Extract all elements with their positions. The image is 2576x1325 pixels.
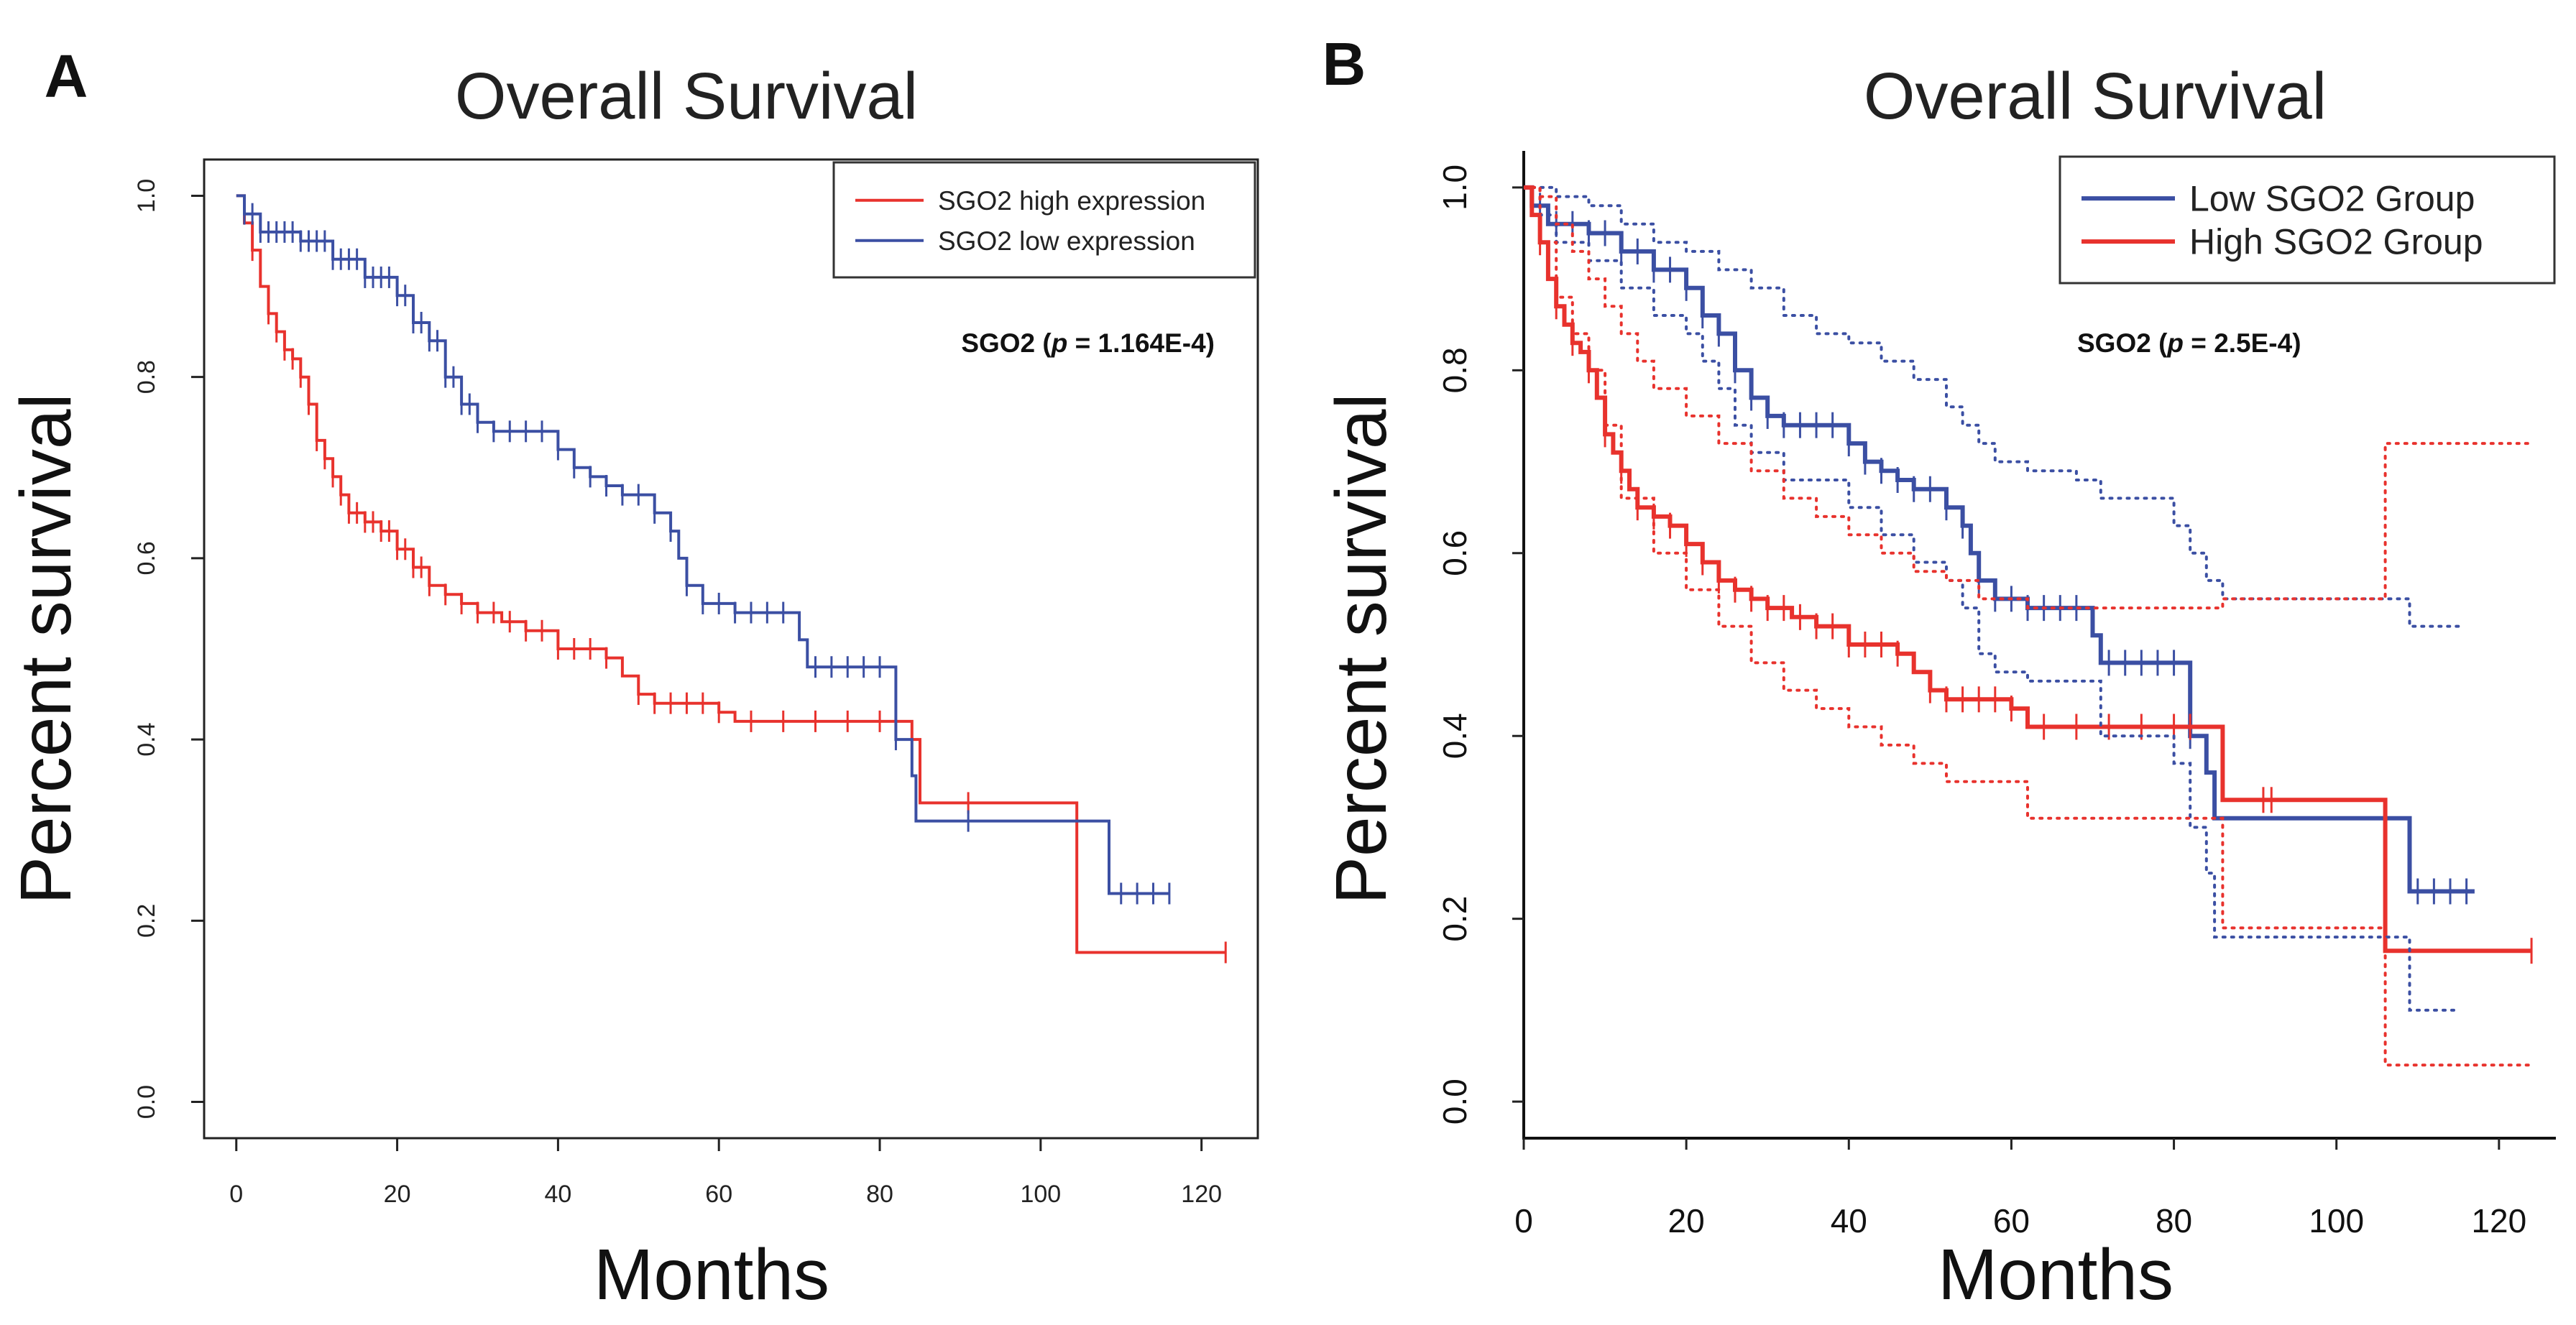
legend-label: Low SGO2 Group bbox=[2189, 179, 2475, 219]
x-tick-label: 60 bbox=[705, 1181, 732, 1208]
y-axis-label: Percent survival bbox=[6, 393, 86, 904]
chart-title: Overall Survival bbox=[455, 60, 918, 133]
legend-box bbox=[2058, 155, 2556, 285]
x-tick-label: 40 bbox=[544, 1181, 571, 1208]
p-value-annotation: SGO2 (p = 2.5E-4) bbox=[2077, 328, 2301, 358]
x-tick-label: 0 bbox=[1514, 1202, 1533, 1239]
series-line-high-sgo2-group bbox=[1524, 185, 2532, 954]
x-axis-label: Months bbox=[594, 1234, 829, 1315]
legend-box bbox=[832, 161, 1256, 279]
x-tick-label: 80 bbox=[2156, 1202, 2192, 1239]
y-tick-label: 0.4 bbox=[133, 722, 160, 756]
series-line-low-sgo2-group-ci-upper bbox=[1524, 185, 2460, 628]
y-tick-label: 0.0 bbox=[133, 1085, 160, 1119]
x-tick-label: 100 bbox=[2309, 1202, 2364, 1239]
y-tick-label: 0.6 bbox=[133, 541, 160, 575]
y-tick-label: 0.8 bbox=[1436, 347, 1473, 393]
y-axis-label: Percent survival bbox=[1321, 393, 1402, 904]
series-line-sgo2-low-expression bbox=[236, 194, 1169, 895]
x-tick-label: 100 bbox=[1020, 1181, 1061, 1208]
plot-frame bbox=[203, 158, 1259, 1140]
y-tick-label: 0.2 bbox=[1436, 896, 1473, 942]
axis-lines bbox=[1522, 151, 2556, 1140]
legend-label: High SGO2 Group bbox=[2189, 222, 2483, 262]
legend-label: SGO2 low expression bbox=[938, 226, 1195, 256]
panel-label: B bbox=[1322, 30, 1366, 98]
legend-label: SGO2 high expression bbox=[938, 186, 1205, 216]
x-tick-label: 0 bbox=[229, 1181, 243, 1208]
x-tick-label: 20 bbox=[1668, 1202, 1705, 1239]
x-tick-label: 20 bbox=[384, 1181, 411, 1208]
y-tick-label: 0.8 bbox=[133, 360, 160, 394]
y-tick-label: 1.0 bbox=[1436, 165, 1473, 211]
panel-label: A bbox=[45, 42, 88, 110]
y-tick-label: 0.2 bbox=[133, 904, 160, 938]
chart-title: Overall Survival bbox=[1864, 60, 2327, 133]
x-tick-label: 60 bbox=[1993, 1202, 2030, 1239]
y-tick-label: 0.4 bbox=[1436, 713, 1473, 759]
x-axis-label: Months bbox=[1938, 1234, 2174, 1315]
p-value-annotation: SGO2 (p = 1.164E-4) bbox=[961, 328, 1215, 358]
panel-b: B Overall Survival 0 20 40 60 80 100 120 0.0 0.2 0.… bbox=[1321, 30, 2556, 1315]
panel-a: A Overall Survival 0 20 40 60 80 100 120 0.0 0.2 0.… bbox=[6, 42, 1259, 1315]
x-tick-label: 40 bbox=[1831, 1202, 1867, 1239]
y-tick-label: 0.0 bbox=[1436, 1079, 1473, 1125]
y-tick-label: 1.0 bbox=[133, 179, 160, 213]
x-tick-label: 120 bbox=[1181, 1181, 1222, 1208]
series-line-high-sgo2-group-ci-lower bbox=[1524, 185, 2534, 1067]
x-tick-label: 120 bbox=[2471, 1202, 2526, 1239]
series-line-low-sgo2-group bbox=[1524, 185, 2475, 894]
x-tick-label: 80 bbox=[866, 1181, 893, 1208]
y-tick-label: 0.6 bbox=[1436, 530, 1473, 576]
series-line-sgo2-high-expression bbox=[236, 194, 1226, 954]
series-line-high-sgo2-group-ci-upper bbox=[1524, 185, 2534, 610]
